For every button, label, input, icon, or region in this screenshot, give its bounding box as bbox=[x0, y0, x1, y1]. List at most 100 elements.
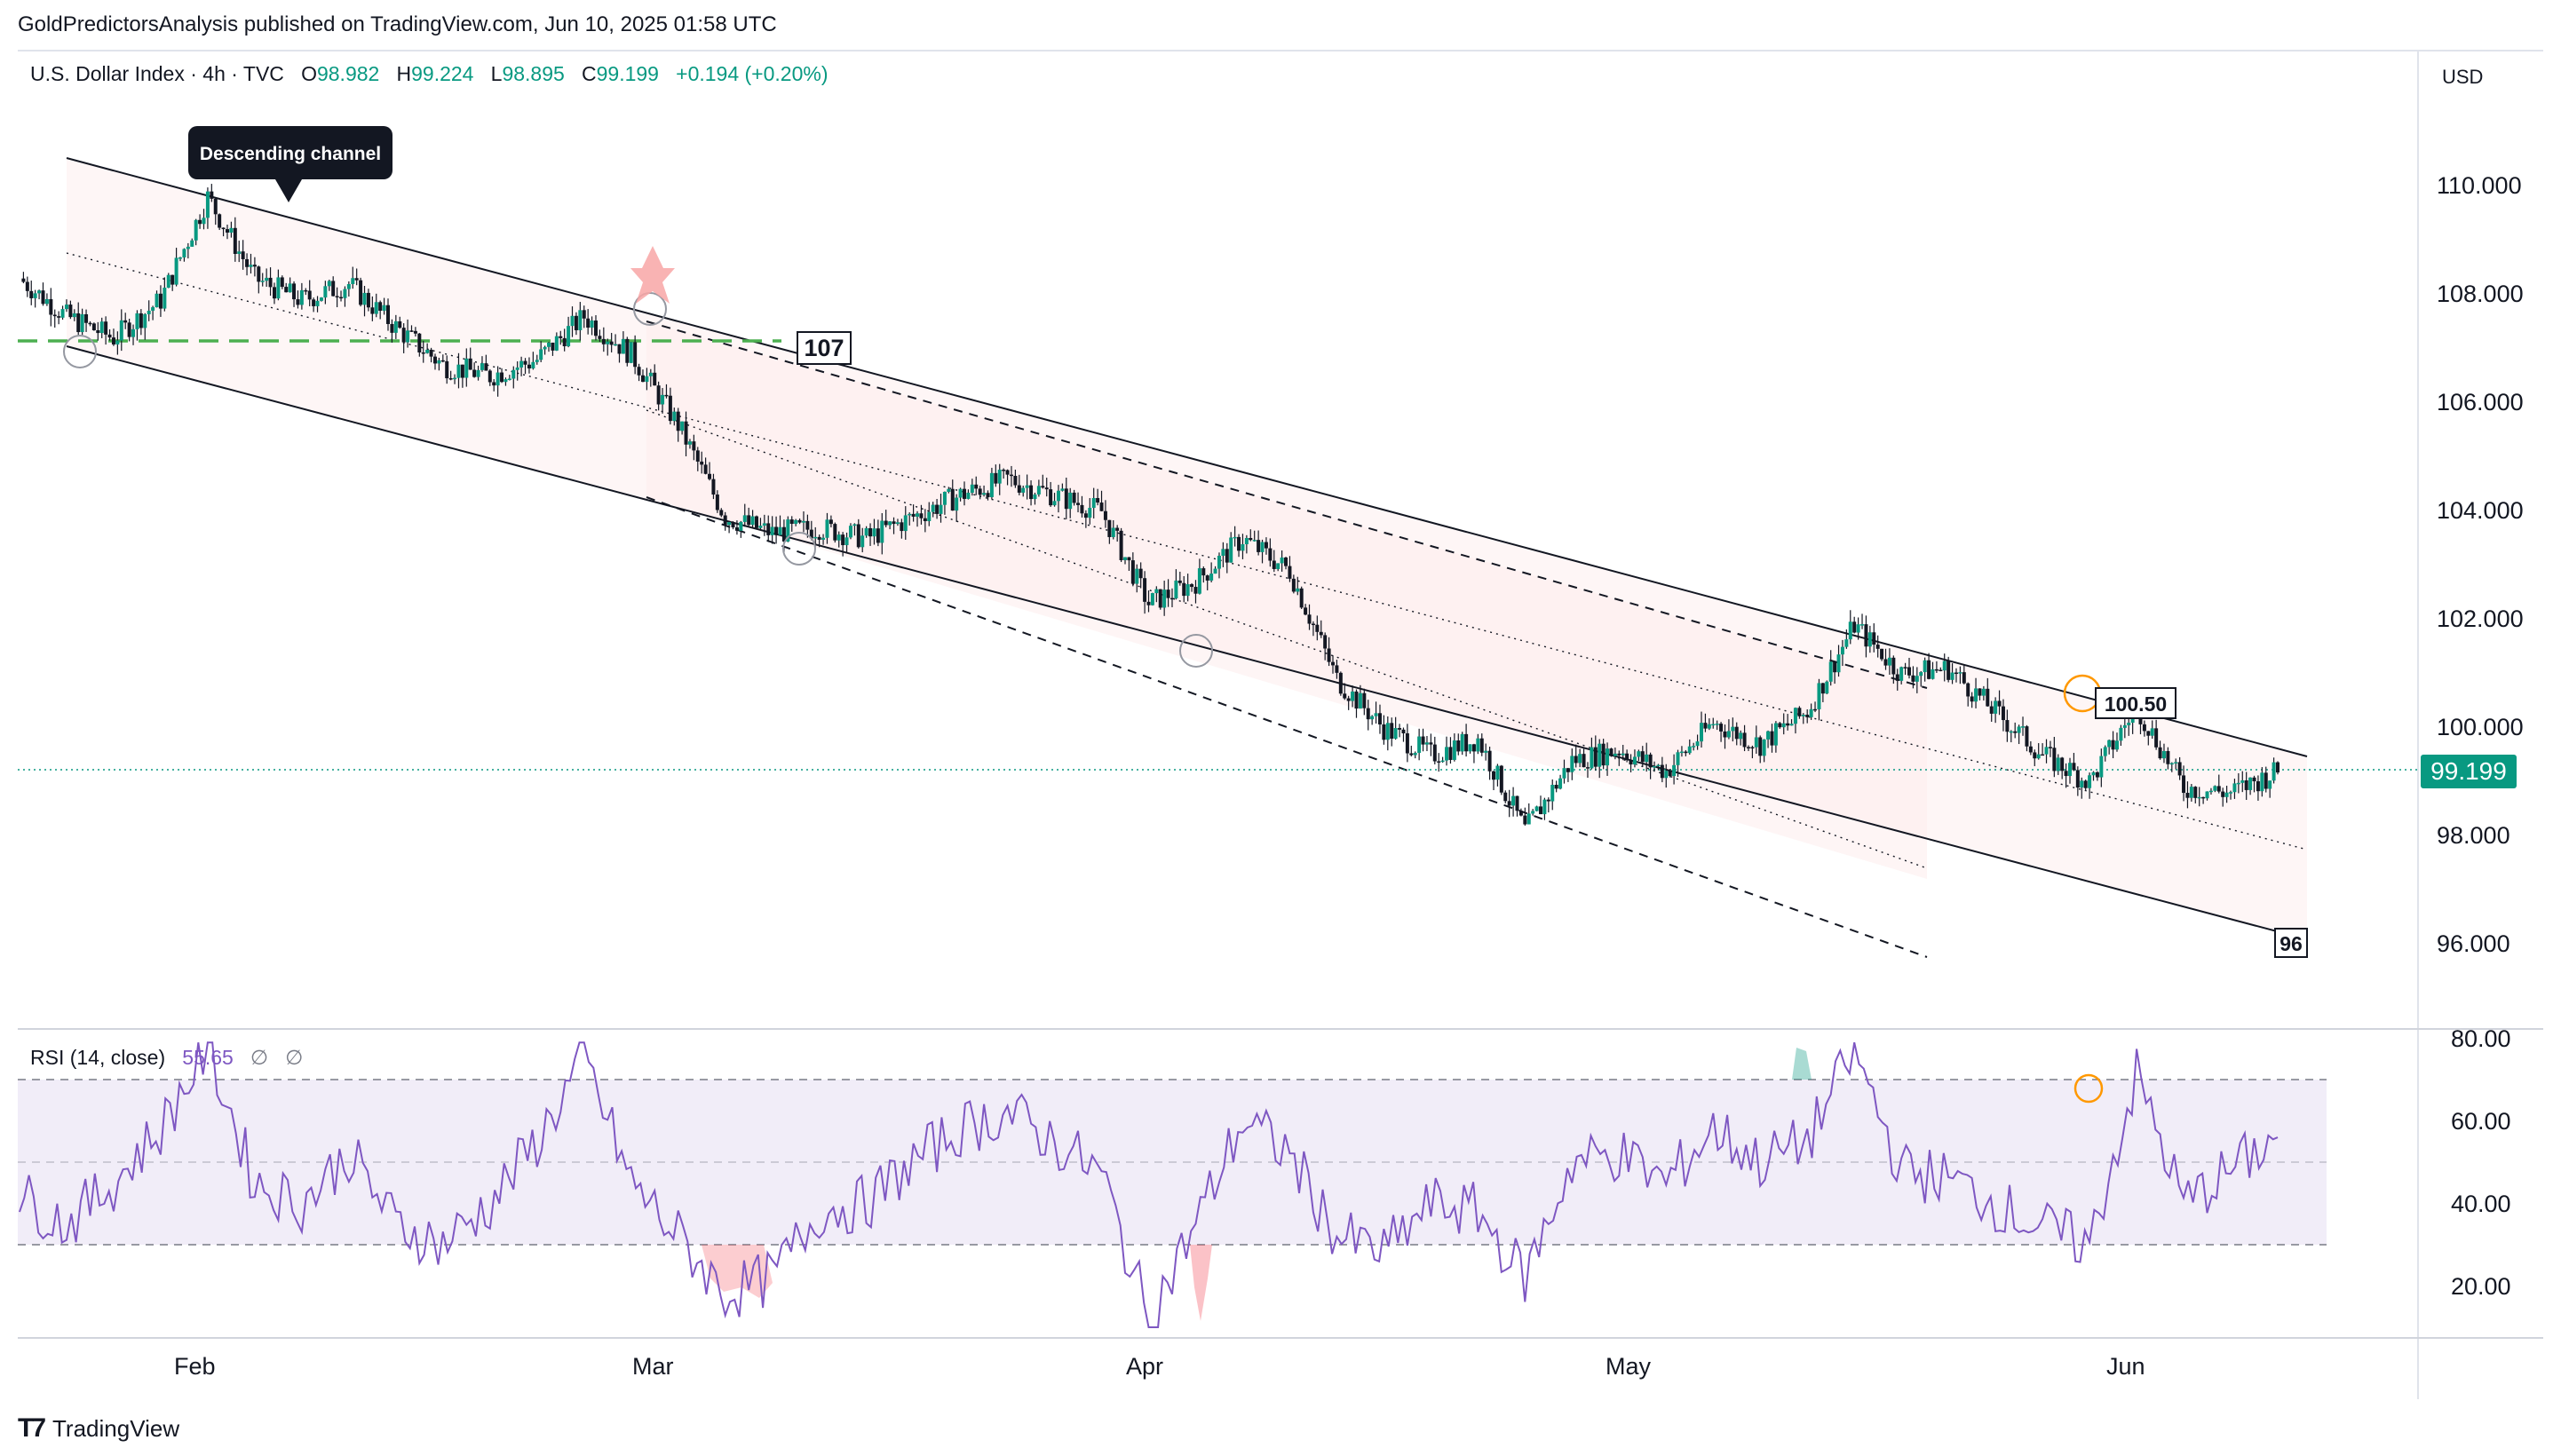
candle-body bbox=[1994, 700, 1998, 714]
candle-body bbox=[774, 526, 779, 535]
candle-body bbox=[29, 290, 34, 298]
channel-median-line[interactable] bbox=[66, 252, 2308, 851]
candle-body bbox=[127, 322, 131, 337]
candle-body bbox=[496, 372, 500, 386]
symbol-legend[interactable]: U.S. Dollar Index · 4h · TVC O98.982 H99… bbox=[30, 62, 828, 86]
label-100-50[interactable]: 100.50 bbox=[2095, 687, 2176, 719]
candle-body bbox=[1668, 771, 1672, 777]
label-107[interactable]: 107 bbox=[797, 331, 852, 365]
candle-body bbox=[1734, 726, 1739, 740]
candle-body bbox=[801, 520, 805, 523]
candle-body bbox=[1585, 767, 1590, 769]
candle-body bbox=[723, 515, 727, 526]
candle-body bbox=[2177, 762, 2182, 776]
candle-body bbox=[1880, 648, 1884, 660]
candle-body bbox=[1582, 754, 1586, 768]
candle-body bbox=[284, 287, 289, 293]
candle-body bbox=[1205, 575, 1209, 581]
candle-body bbox=[1526, 813, 1531, 825]
candle-body bbox=[758, 526, 763, 528]
candle-body bbox=[210, 191, 214, 199]
rsi-line bbox=[19, 1041, 2279, 1328]
candle-body bbox=[1915, 676, 1919, 682]
candle-body bbox=[37, 290, 42, 294]
candle-body bbox=[1452, 740, 1456, 760]
candle-body bbox=[41, 290, 45, 305]
candle-body bbox=[625, 338, 630, 363]
candle-body bbox=[1366, 708, 1370, 720]
candle-body bbox=[272, 287, 276, 299]
candle-body bbox=[1770, 731, 1774, 746]
candle-body bbox=[1405, 733, 1409, 754]
candle-body bbox=[574, 315, 578, 330]
low-value: 98.895 bbox=[502, 62, 565, 85]
time-tick: Apr bbox=[1126, 1353, 1164, 1380]
candle-body bbox=[1754, 737, 1758, 748]
candle-body bbox=[1244, 537, 1249, 545]
candle-body bbox=[2072, 763, 2076, 771]
candle-body bbox=[307, 290, 312, 300]
pane-separator[interactable] bbox=[18, 1028, 2543, 1030]
label-96[interactable]: 96 bbox=[2274, 928, 2308, 958]
candle-body bbox=[163, 288, 167, 309]
tradingview-logo[interactable]: T7 TradingView bbox=[18, 1413, 179, 1444]
candle-body bbox=[1068, 492, 1073, 510]
candle-body bbox=[2244, 779, 2248, 790]
candle-body bbox=[115, 340, 120, 345]
candle-body bbox=[390, 323, 394, 333]
candle-body bbox=[1390, 723, 1394, 740]
candle-body bbox=[2013, 731, 2018, 733]
candle-body bbox=[2048, 747, 2052, 748]
candle-body bbox=[304, 289, 308, 292]
candle-body bbox=[719, 510, 724, 516]
candle-body bbox=[2017, 726, 2021, 733]
candle-body bbox=[1789, 724, 1794, 726]
candle-body bbox=[1590, 747, 1594, 769]
candle-body bbox=[1762, 739, 1766, 756]
candle-body bbox=[1311, 623, 1315, 626]
candle-body bbox=[1476, 738, 1480, 752]
candle-body bbox=[1954, 672, 1958, 675]
candle-body bbox=[1323, 635, 1328, 649]
rsi-legend[interactable]: RSI (14, close) 55.65 ∅ ∅ bbox=[30, 1046, 303, 1070]
candle-body bbox=[2154, 728, 2159, 748]
last-price-tag: 99.199 bbox=[2421, 755, 2517, 788]
candle-body bbox=[1096, 498, 1100, 503]
candle-body bbox=[151, 307, 155, 311]
candle-body bbox=[472, 369, 477, 377]
candle-body bbox=[1354, 691, 1359, 709]
candle-body bbox=[1197, 568, 1201, 594]
candle-body bbox=[1370, 716, 1375, 720]
candle-body bbox=[398, 320, 402, 328]
candle-body bbox=[727, 522, 732, 526]
candle-body bbox=[1786, 723, 1790, 726]
candle-body bbox=[359, 280, 363, 305]
svg-text:100.50: 100.50 bbox=[2105, 692, 2167, 716]
candle-body bbox=[766, 523, 771, 535]
candle-body bbox=[343, 289, 347, 298]
candle-body bbox=[1185, 584, 1190, 597]
candle-body bbox=[1107, 519, 1112, 537]
channel-lower-line[interactable] bbox=[66, 345, 2308, 940]
descending-channel-callout[interactable]: Descending channel bbox=[188, 126, 392, 202]
candle-body bbox=[2205, 791, 2209, 799]
candle-body bbox=[468, 358, 472, 370]
rsi-tick: 60.00 bbox=[2451, 1108, 2511, 1135]
rsi-tick: 40.00 bbox=[2451, 1191, 2511, 1217]
candle-body bbox=[2174, 762, 2178, 764]
channel-upper-line[interactable] bbox=[66, 157, 2308, 757]
candle-body bbox=[1707, 724, 1711, 729]
inner-channel-upper[interactable] bbox=[646, 320, 1928, 689]
candle-body bbox=[1166, 590, 1170, 598]
currency-label[interactable]: USD bbox=[2442, 66, 2484, 88]
candle-body bbox=[966, 492, 971, 499]
candle-body bbox=[1820, 683, 1825, 694]
rsi-label: RSI (14, close) bbox=[30, 1046, 166, 1069]
candle-body bbox=[2005, 720, 2010, 732]
candle-body bbox=[747, 515, 751, 526]
inner-channel-lower[interactable] bbox=[646, 496, 1928, 958]
candle-body bbox=[672, 411, 677, 422]
candle-body bbox=[1264, 542, 1268, 549]
candle-body bbox=[543, 346, 547, 350]
